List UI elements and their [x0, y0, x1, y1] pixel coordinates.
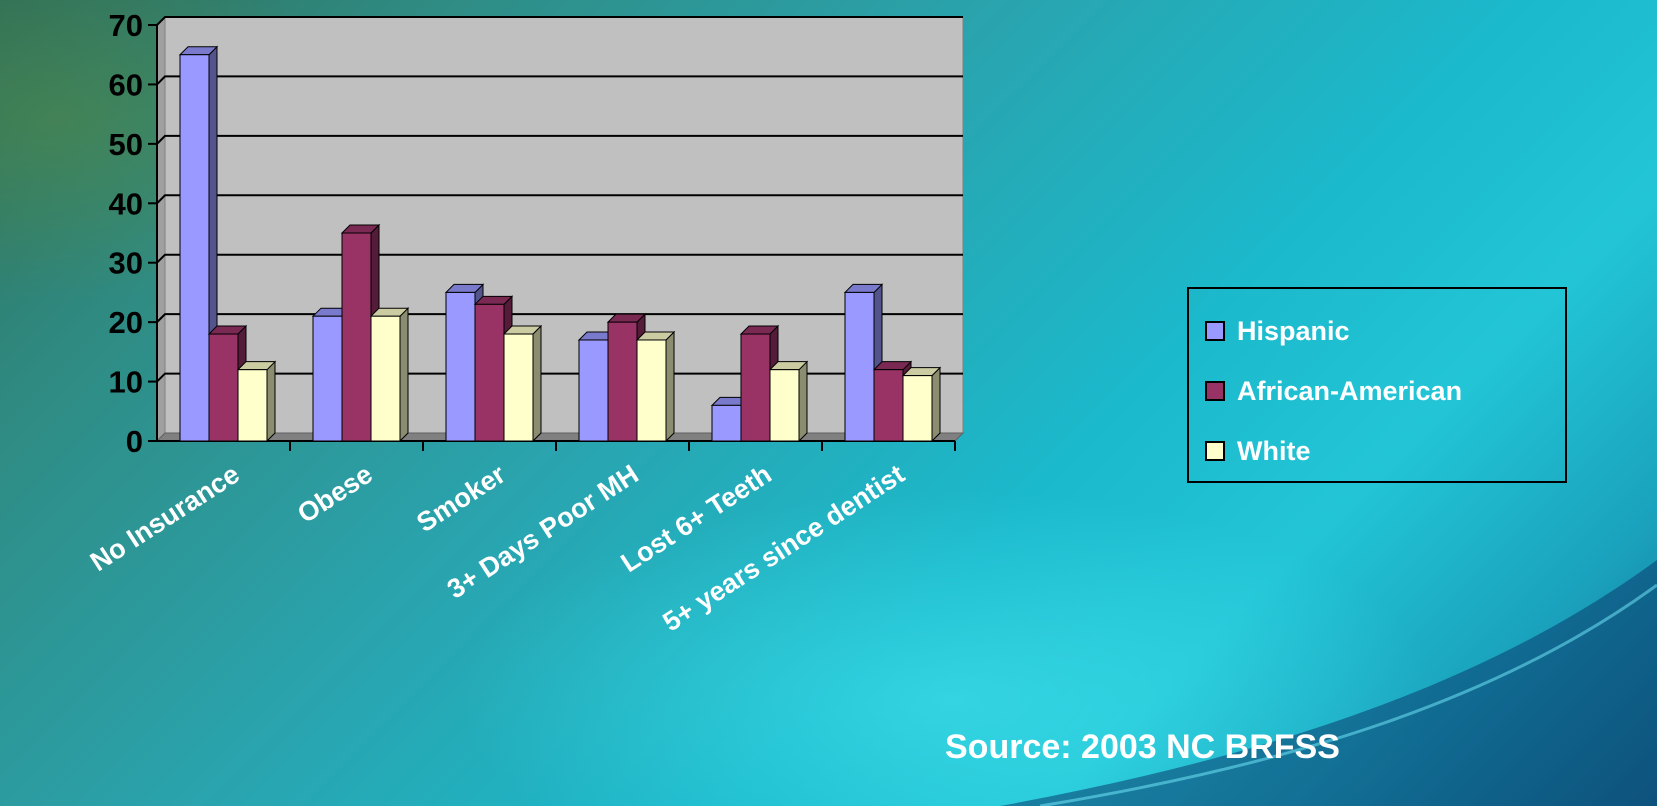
y-tick-label-4: 40: [109, 186, 143, 221]
y-tick-label-6: 60: [109, 67, 143, 102]
bar-african-american-2: [474, 303, 505, 442]
bar-hispanic-2: [445, 291, 476, 442]
gridline-6: [156, 75, 963, 86]
bar-white-3-side: [665, 330, 675, 443]
legend-swatch-white: [1205, 441, 1225, 461]
bar-hispanic-3: [578, 339, 609, 442]
bar-hispanic-5: [844, 291, 875, 442]
x-category-label-2: Smoker: [411, 459, 511, 538]
bar-white-5: [902, 375, 933, 442]
y-tick-label-0: 0: [126, 424, 143, 459]
bar-african-american-4: [740, 333, 771, 442]
gridline-2: [156, 313, 963, 323]
legend-item-hispanic: Hispanic: [1205, 313, 1350, 349]
bar-white-1: [370, 315, 401, 442]
legend-label-hispanic: Hispanic: [1237, 315, 1350, 346]
bar-white-4: [769, 369, 800, 442]
bar-african-american-5: [873, 369, 904, 442]
gridline-1: [156, 372, 963, 383]
bar-hispanic-4: [711, 404, 742, 442]
gridline-4: [156, 194, 963, 204]
y-tick-label-2: 20: [109, 305, 143, 340]
bar-white-5-side: [931, 366, 941, 443]
x-category-label-0: No Insurance: [85, 459, 245, 577]
bar-white-1-side: [399, 306, 409, 443]
legend-swatch-hispanic: [1205, 321, 1225, 341]
legend-label-african-american: African-American: [1237, 375, 1463, 406]
y-tick-label-3: 30: [109, 246, 143, 281]
y-tick-label-1: 10: [109, 365, 143, 400]
gridline-5: [156, 134, 963, 145]
x-category-label-5: 5+ years since dentist: [657, 459, 909, 637]
bar-white-0: [237, 369, 268, 442]
bar-white-3: [636, 339, 667, 442]
plot-back-wall: [164, 16, 964, 434]
bar-african-american-1: [341, 232, 372, 442]
x-category-label-1: Obese: [292, 459, 378, 529]
legend-label-white: White: [1237, 435, 1311, 466]
bar-white-2: [503, 333, 534, 442]
bar-african-american-3: [607, 321, 638, 442]
bar-hispanic-1: [312, 315, 343, 442]
bar-white-2-side: [532, 324, 542, 443]
gridline-3: [156, 253, 963, 264]
gridline-7: [156, 16, 963, 26]
bar-white-0-side: [266, 360, 276, 443]
plot-floor: [155, 432, 965, 442]
legend-item-african-american: African-American: [1205, 373, 1462, 409]
y-tick-label-5: 50: [109, 127, 143, 162]
bar-hispanic-0: [179, 54, 210, 442]
chart-legend: Hispanic African-American White: [1187, 287, 1567, 483]
bar-white-4-side: [798, 360, 808, 443]
bar-african-american-0: [208, 333, 239, 442]
legend-swatch-african-american: [1205, 381, 1225, 401]
legend-item-white: White: [1205, 433, 1311, 469]
source-caption: Source: 2003 NC BRFSS: [945, 728, 1340, 766]
y-tick-label-7: 70: [109, 8, 143, 43]
